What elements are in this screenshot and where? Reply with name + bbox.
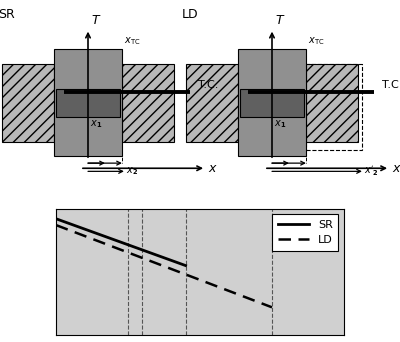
Text: $\mathbf{\mathit{x}}$: $\mathbf{\mathit{x}}$	[392, 162, 400, 175]
Text: $\mathbf{\mathit{T}}$: $\mathbf{\mathit{T}}$	[275, 14, 286, 27]
Bar	[240, 89, 304, 117]
Bar	[186, 64, 238, 142]
Text: $\mathbf{\mathit{x}}_{\mathbf{2}}$: $\mathbf{\mathit{x}}_{\mathbf{2}}$	[126, 166, 138, 177]
Legend: SR, LD: SR, LD	[272, 214, 338, 251]
Bar	[306, 64, 362, 150]
Text: $\mathbf{\mathit{x}}'_{\mathbf{2}}$: $\mathbf{\mathit{x}}'_{\mathbf{2}}$	[364, 165, 378, 178]
Text: LD: LD	[182, 8, 199, 21]
Text: $\mathbf{\mathit{x}}_{\mathbf{1}}$: $\mathbf{\mathit{x}}_{\mathbf{1}}$	[90, 119, 102, 130]
Text: $\mathbf{\mathit{x}}$: $\mathbf{\mathit{x}}$	[208, 162, 218, 175]
Text: $\mathbf{\mathit{x}}_{\mathbf{1}}$: $\mathbf{\mathit{x}}_{\mathbf{1}}$	[274, 119, 286, 130]
Bar	[2, 64, 54, 142]
Bar	[56, 89, 120, 117]
Bar	[306, 64, 358, 142]
Text: $\mathbf{\mathit{x}}_{\mathbf{\mathrm{TC}}}$: $\mathbf{\mathit{x}}_{\mathbf{\mathrm{TC…	[124, 35, 140, 47]
Text: T.C.: T.C.	[198, 80, 218, 90]
Text: T.C.: T.C.	[382, 80, 400, 90]
Text: $\mathbf{\mathit{T}}$: $\mathbf{\mathit{T}}$	[91, 14, 102, 27]
Bar	[122, 64, 174, 142]
Bar	[238, 49, 306, 156]
Text: $\mathbf{\mathit{x}}_{\mathbf{\mathrm{TC}}}$: $\mathbf{\mathit{x}}_{\mathbf{\mathrm{TC…	[308, 35, 324, 47]
Text: SR: SR	[0, 8, 15, 21]
Bar	[54, 49, 122, 156]
